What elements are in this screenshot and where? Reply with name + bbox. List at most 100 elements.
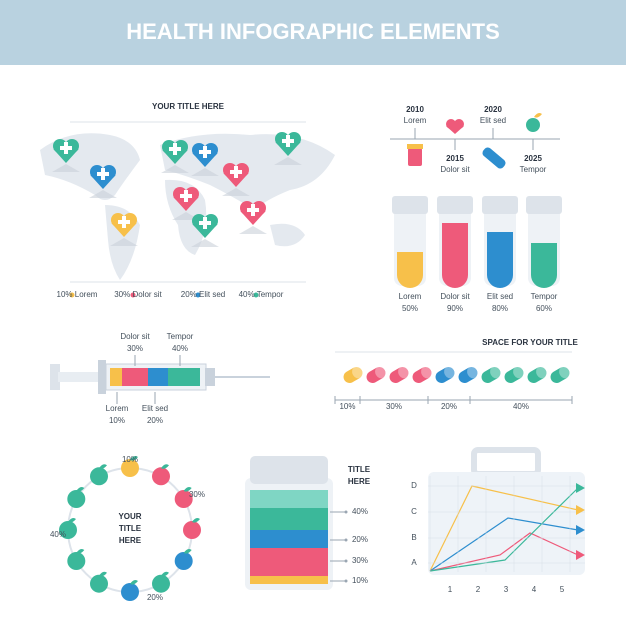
- timeline-label: Elit sed: [480, 116, 506, 125]
- pill: [366, 367, 386, 383]
- x-label: 4: [532, 585, 537, 594]
- pill-half: [490, 366, 501, 379]
- apple-label: 10%: [122, 455, 138, 464]
- pin-shadow: [89, 190, 117, 198]
- pin-cross: [282, 135, 294, 147]
- apple-leaf: [76, 487, 85, 492]
- pin-shadow: [274, 157, 302, 165]
- pin-shadow: [191, 239, 219, 247]
- apple-title: HERE: [119, 536, 142, 545]
- map-pin: [222, 163, 250, 196]
- bottle-title: TITLE: [348, 465, 371, 474]
- apple-label: 20%: [147, 593, 163, 602]
- pill-half: [375, 366, 386, 379]
- y-label: A: [411, 558, 417, 567]
- apple-leaf: [68, 518, 76, 523]
- pill: [412, 367, 432, 383]
- timeline-year: 2020: [484, 105, 502, 114]
- x-label: 3: [504, 585, 509, 594]
- x-label: 5: [560, 585, 565, 594]
- apple: [90, 467, 108, 486]
- pill: [435, 366, 455, 383]
- pill: [481, 367, 501, 383]
- apple-leaf: [130, 456, 138, 461]
- pin: [192, 153, 218, 167]
- tube-liquid: [487, 232, 513, 288]
- timeline-label: Lorem: [404, 116, 427, 125]
- pill: [504, 366, 524, 383]
- legend-dot: [130, 292, 136, 298]
- pill: [389, 367, 409, 383]
- scale-label: 30%: [386, 402, 402, 411]
- pin: [240, 211, 266, 225]
- pin-shadow: [191, 168, 219, 176]
- y-label: D: [411, 481, 417, 490]
- pill-half: [513, 366, 524, 379]
- x-label: 1: [448, 585, 453, 594]
- apple-leaf: [76, 549, 85, 554]
- syringe-label: Elit sed: [142, 404, 168, 413]
- apple: [121, 459, 139, 477]
- apple-leaf: [192, 518, 200, 523]
- pin-shadow: [110, 238, 138, 246]
- arrow-head: [576, 525, 585, 535]
- pin: [111, 223, 137, 237]
- apple-leaf: [130, 580, 138, 585]
- apple-title: TITLE: [119, 524, 142, 533]
- pill-half: [536, 366, 547, 379]
- tube-liquid: [442, 223, 468, 288]
- pin-cross: [199, 146, 211, 158]
- tube-cap: [392, 196, 428, 214]
- apple: [152, 574, 170, 593]
- pin-cross: [118, 216, 130, 228]
- apple: [174, 552, 193, 570]
- pill: [527, 366, 547, 383]
- pill: [550, 366, 570, 383]
- bottle-level: 30%: [352, 556, 368, 565]
- legend-label: 20% Elit sed: [181, 290, 225, 299]
- pills-title: SPACE FOR YOUR TITLE: [482, 338, 578, 347]
- syringe-value: 10%: [109, 416, 125, 425]
- legend-dot: [253, 292, 259, 298]
- tube-value: 80%: [492, 304, 508, 313]
- map-pin: [239, 201, 267, 234]
- bottle-level: 10%: [352, 576, 368, 585]
- apple-leaf: [99, 464, 107, 469]
- scale-label: 10%: [339, 402, 355, 411]
- pill: [527, 367, 547, 383]
- pin-cross: [180, 190, 192, 202]
- legend-label: 40% Tempor: [239, 290, 284, 299]
- pin-cross: [230, 166, 242, 178]
- pin: [192, 224, 218, 238]
- icon-bottle: [408, 148, 422, 166]
- pill-half: [398, 366, 409, 379]
- bottle-dot: [344, 559, 348, 563]
- pin: [223, 173, 249, 187]
- pill: [481, 366, 501, 383]
- pin-cross: [247, 204, 259, 216]
- legend-label: 30% Dolor sit: [114, 290, 162, 299]
- apple: [67, 490, 86, 508]
- timeline-year: 2025: [524, 154, 542, 163]
- map-pin: [161, 140, 189, 173]
- tube-value: 60%: [536, 304, 552, 313]
- pin-cross: [169, 143, 181, 155]
- apple-leaf: [99, 571, 107, 577]
- apple-title: YOUR: [118, 512, 141, 521]
- pin-cross: [60, 142, 72, 154]
- bottle-dot: [344, 538, 348, 542]
- icon-apple: [526, 118, 540, 132]
- apple: [59, 521, 77, 539]
- pill: [435, 367, 455, 383]
- pill-half: [559, 366, 570, 379]
- syringe-label: Lorem: [106, 404, 129, 413]
- pin-shadow: [239, 226, 267, 234]
- timeline-year: 2015: [446, 154, 464, 163]
- pill: [389, 366, 409, 383]
- apple-leaf: [161, 571, 169, 577]
- legend-dot: [69, 292, 75, 298]
- apple-leaf: [183, 549, 192, 554]
- pin: [173, 197, 199, 211]
- legend-dot: [195, 292, 201, 298]
- icon-heart: [446, 126, 464, 134]
